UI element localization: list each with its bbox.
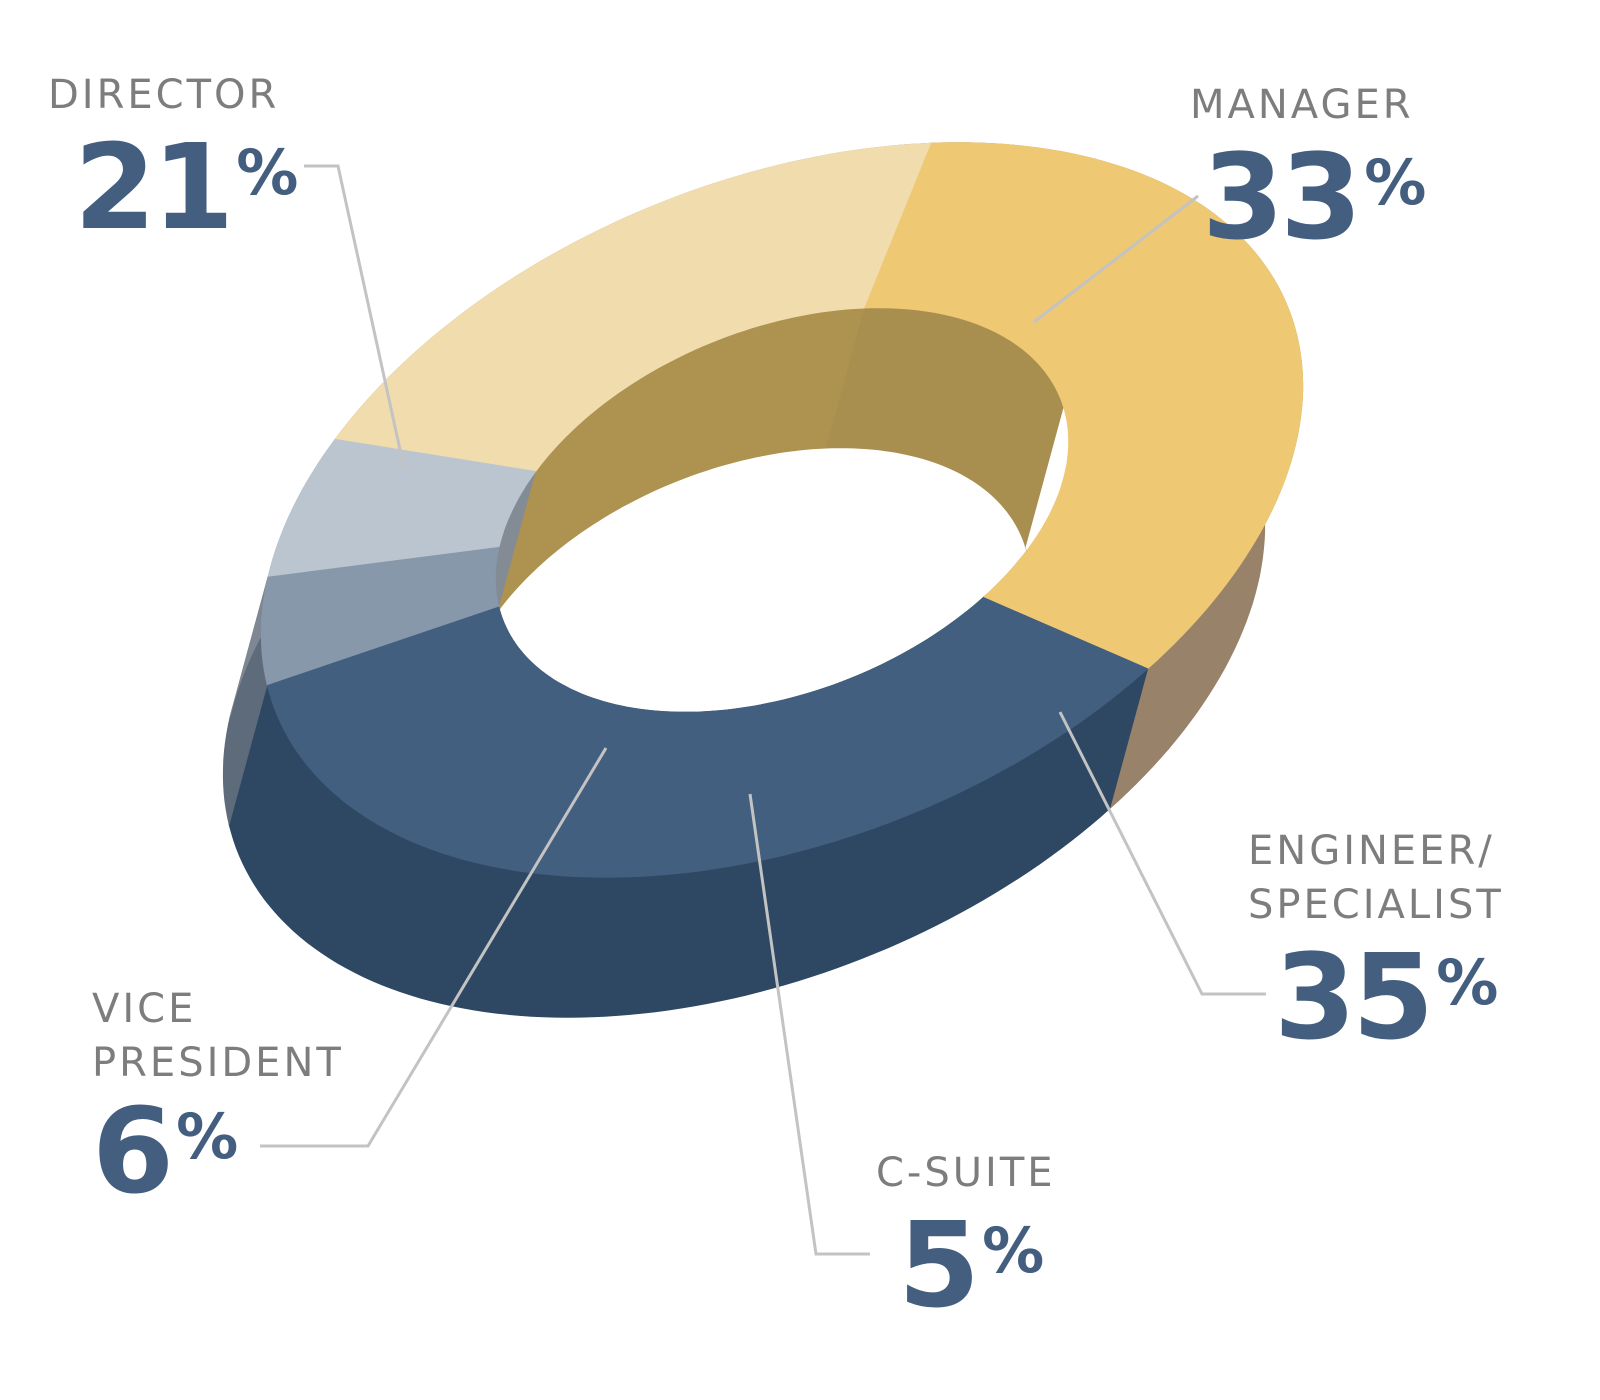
label-manager: MANAGER [1190,78,1414,132]
label-csuite: C-SUITE [876,1146,1056,1200]
value-number: 35 [1274,928,1434,1066]
leader-vp [260,747,608,1148]
value-csuite: 5% [898,1206,1044,1324]
leader-manager [1033,194,1199,324]
value-director: 21% [74,128,298,246]
leader-engineer [1058,711,1266,996]
leader-director [304,164,406,469]
label-line: ENGINEER/ [1248,828,1495,874]
percent-sign: % [176,1100,239,1173]
percent-sign: % [1364,146,1427,219]
percent-sign: % [236,136,299,209]
label-engineer: ENGINEER/ SPECIALIST [1248,824,1504,932]
slice-director [334,142,932,472]
label-vp: VICE PRESIDENT [92,982,344,1090]
label-director: DIRECTOR [48,68,279,122]
label-line: DIRECTOR [48,72,280,118]
percent-sign: % [982,1214,1045,1287]
value-number: 6 [92,1082,174,1220]
value-number: 21 [74,118,234,256]
value-number: 5 [898,1196,980,1334]
leader-csuite [748,793,870,1256]
value-number: 33 [1202,128,1362,266]
value-engineer: 35% [1274,938,1498,1056]
value-manager: 33% [1202,138,1426,256]
label-line: MANAGER [1190,82,1414,128]
leader-lines [260,164,1266,1256]
ring-top-faces [260,142,1304,878]
label-line: PRESIDENT [92,1040,344,1086]
label-line: SPECIALIST [1248,882,1504,928]
label-line: VICE [92,986,197,1032]
value-vp: 6% [92,1092,238,1210]
label-line: C-SUITE [876,1150,1056,1196]
percent-sign: % [1436,946,1499,1019]
